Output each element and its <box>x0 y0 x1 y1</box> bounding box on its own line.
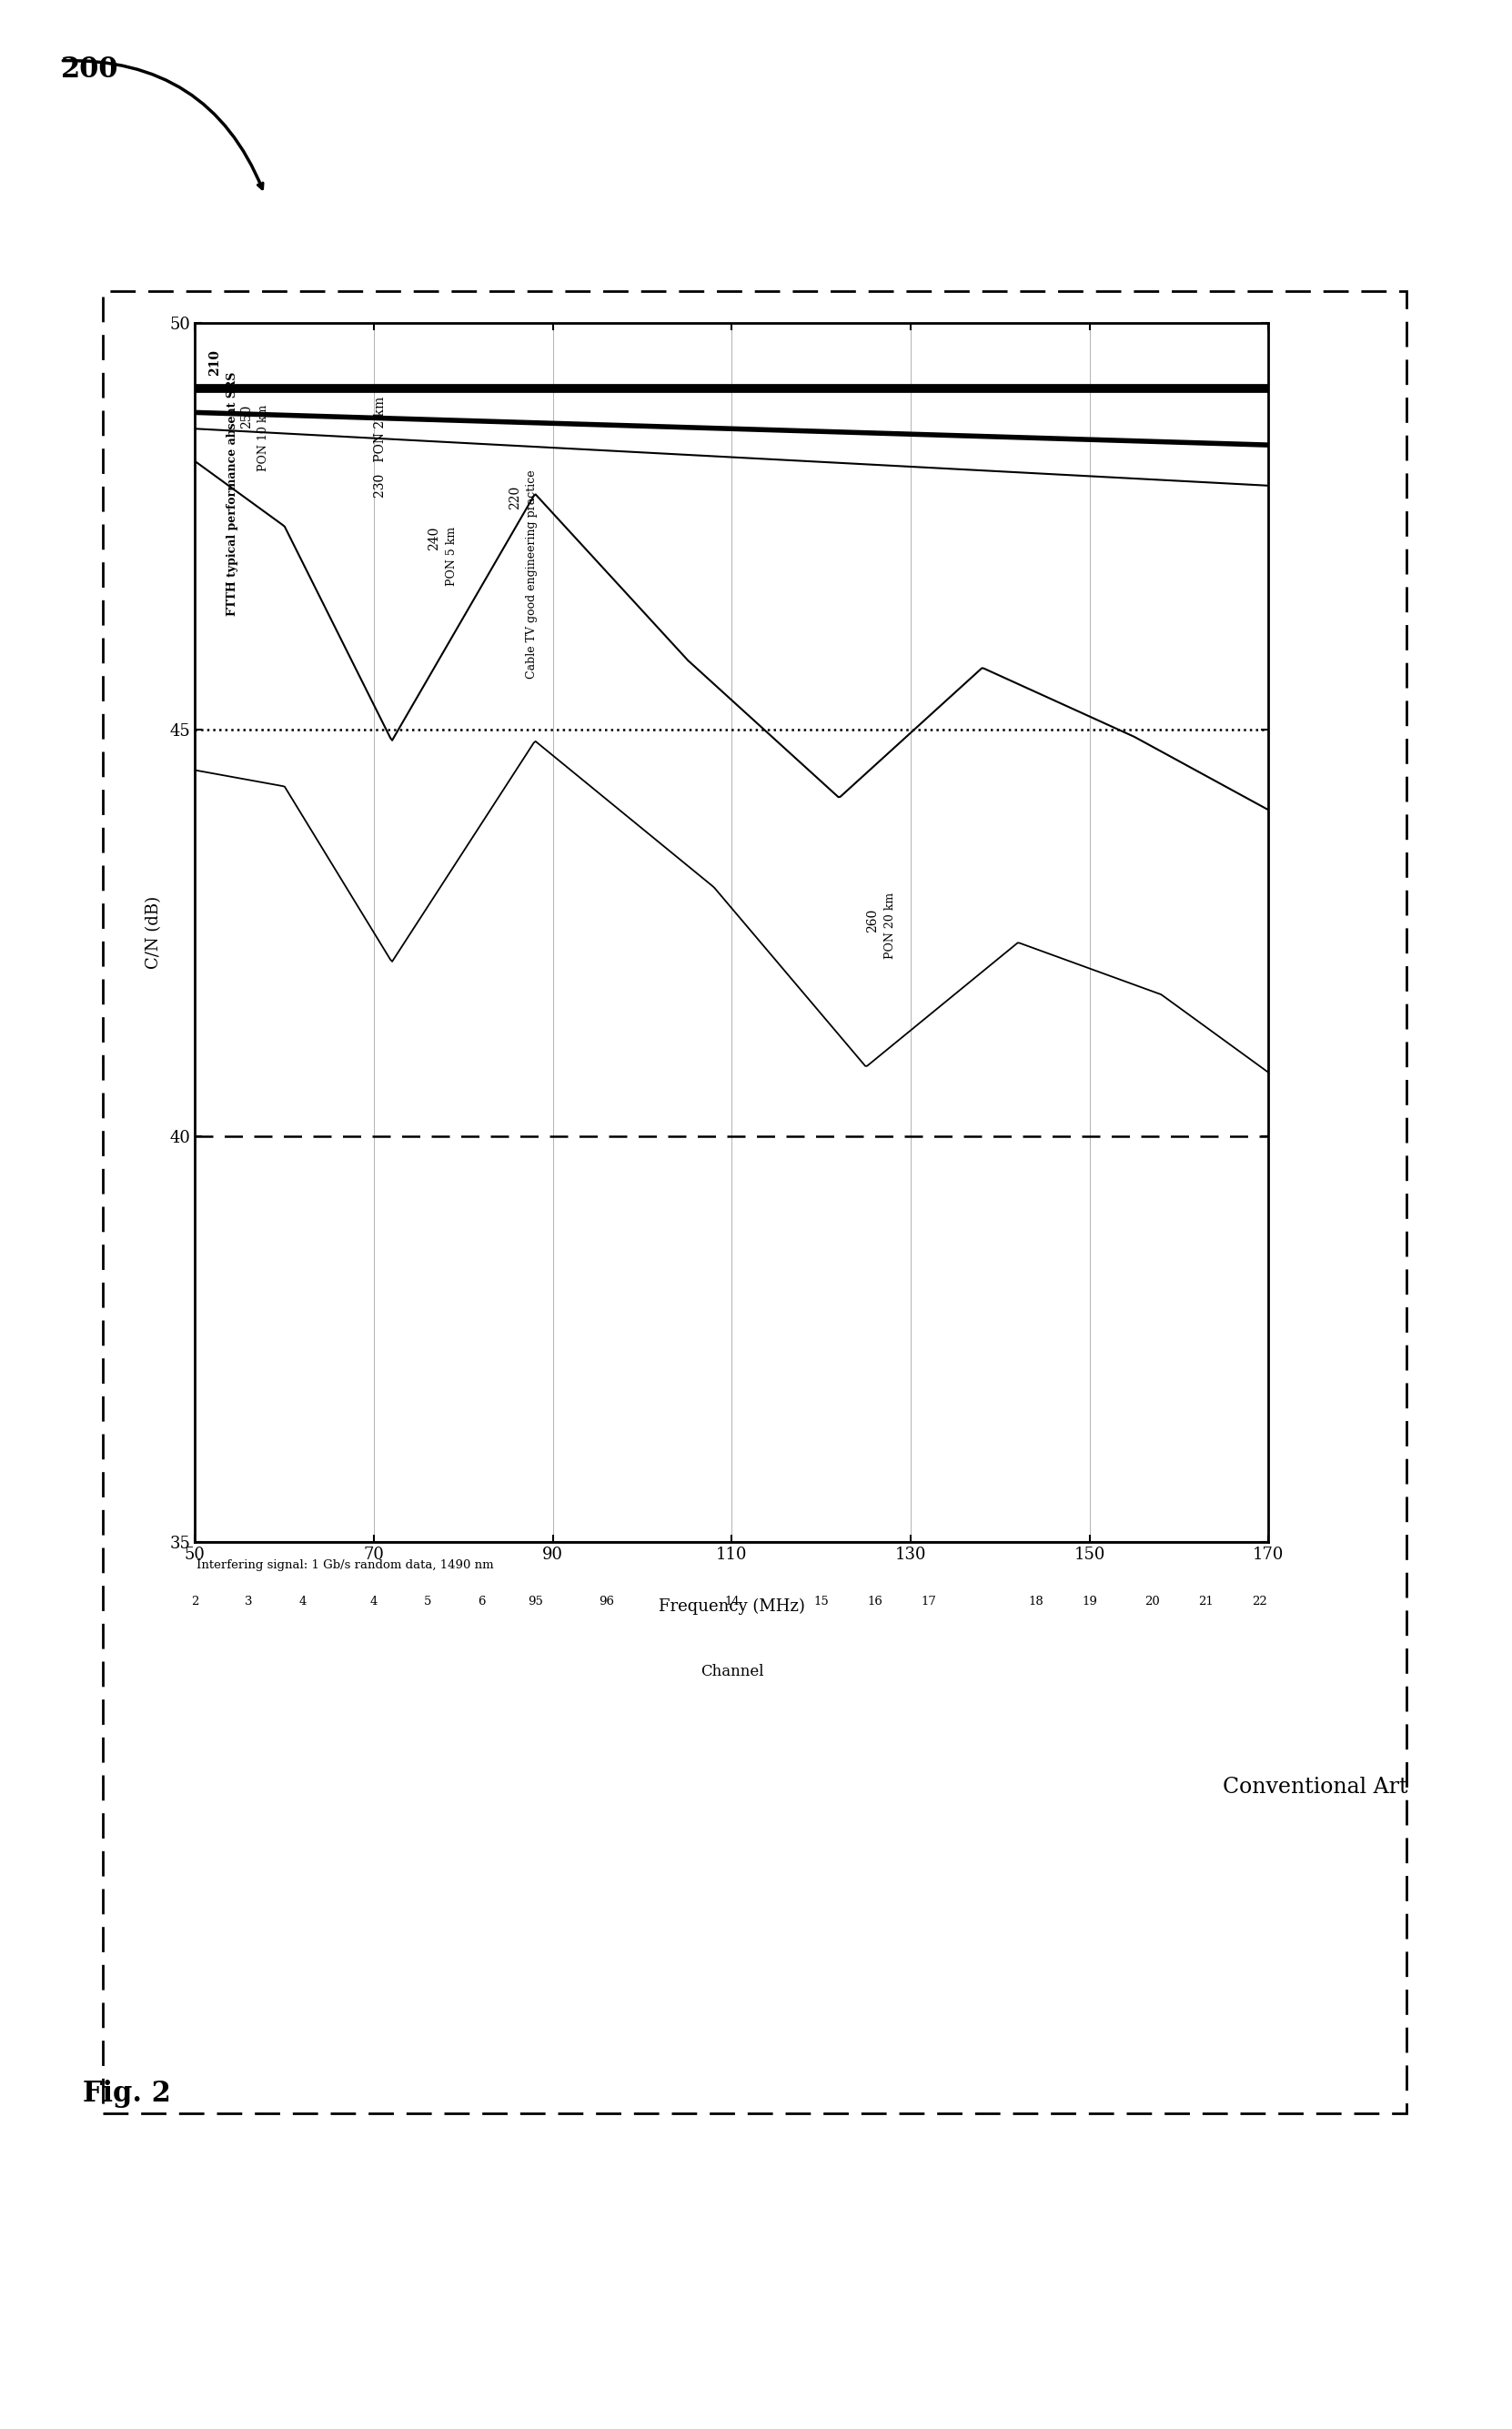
Text: 18: 18 <box>1028 1596 1043 1608</box>
Text: 21: 21 <box>1199 1596 1214 1608</box>
Text: 250: 250 <box>240 403 253 428</box>
Text: 4: 4 <box>370 1596 378 1608</box>
Text: 4: 4 <box>298 1596 307 1608</box>
Text: 15: 15 <box>813 1596 829 1608</box>
Text: 220: 220 <box>508 486 522 510</box>
Text: 210: 210 <box>209 350 221 376</box>
Text: 22: 22 <box>1252 1596 1267 1608</box>
Text: 16: 16 <box>868 1596 883 1608</box>
X-axis label: Frequency (MHz): Frequency (MHz) <box>659 1598 804 1615</box>
Text: 5: 5 <box>423 1596 431 1608</box>
Text: 3: 3 <box>245 1596 253 1608</box>
Text: 19: 19 <box>1083 1596 1098 1608</box>
Text: 6: 6 <box>478 1596 485 1608</box>
Text: 260: 260 <box>866 908 878 933</box>
Text: Cable TV good engineering practice: Cable TV good engineering practice <box>526 469 538 678</box>
Text: Conventional Art: Conventional Art <box>1223 1776 1408 1797</box>
Text: 17: 17 <box>921 1596 936 1608</box>
Text: 230   PON 2 km: 230 PON 2 km <box>373 396 387 498</box>
Text: 240: 240 <box>428 527 440 551</box>
Text: 20: 20 <box>1145 1596 1160 1608</box>
Text: 14: 14 <box>724 1596 739 1608</box>
Text: PON 5 km: PON 5 km <box>446 527 457 585</box>
Text: 95: 95 <box>528 1596 543 1608</box>
Text: Interfering signal: 1 Gb/s random data, 1490 nm: Interfering signal: 1 Gb/s random data, … <box>197 1559 494 1572</box>
Text: FTTH typical performance absent SRS: FTTH typical performance absent SRS <box>227 372 239 617</box>
Text: 2: 2 <box>191 1596 200 1608</box>
Text: 96: 96 <box>599 1596 614 1608</box>
Text: Fig. 2: Fig. 2 <box>83 2079 171 2108</box>
Y-axis label: C/N (dB): C/N (dB) <box>145 896 162 969</box>
Text: PON 20 km: PON 20 km <box>885 891 895 959</box>
Text: 200: 200 <box>60 56 118 85</box>
Text: Channel: Channel <box>700 1664 764 1681</box>
Text: PON 10 km: PON 10 km <box>257 403 269 471</box>
